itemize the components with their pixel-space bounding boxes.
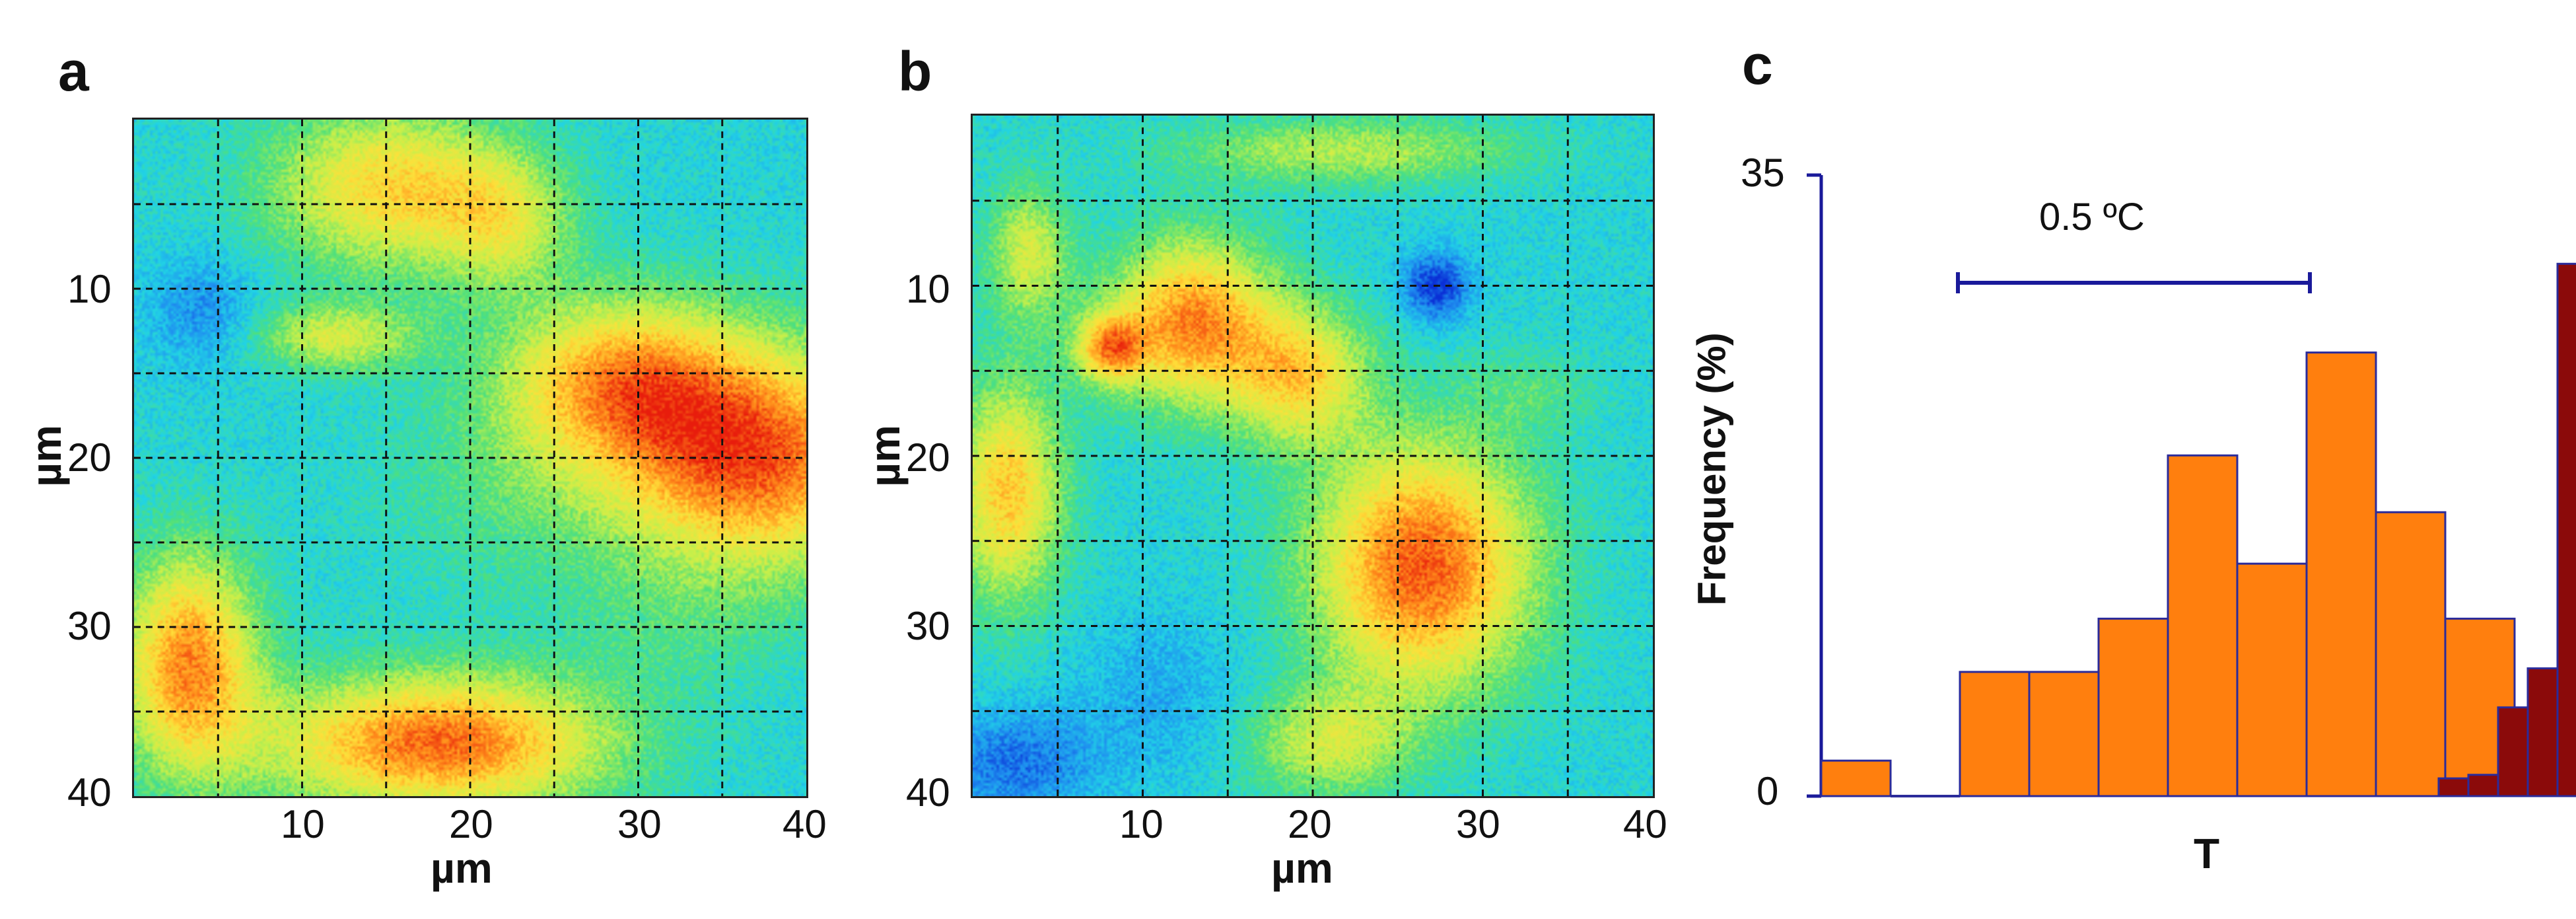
panel-label-a: a xyxy=(58,40,89,102)
histogram-bar-dark xyxy=(2556,262,2576,797)
a-ytick-30: 30 xyxy=(67,604,112,648)
histogram-bar-dark xyxy=(2437,777,2470,797)
b-xtick-10: 10 xyxy=(1119,802,1164,846)
histogram-bar-dark xyxy=(2497,706,2529,797)
b-xtick-40: 40 xyxy=(1623,802,1667,846)
a-ytick-40: 40 xyxy=(67,770,112,815)
histogram-bar xyxy=(2375,511,2447,797)
a-ytick-10: 10 xyxy=(67,267,112,311)
histogram-bar xyxy=(2167,454,2239,797)
b-xtick-20: 20 xyxy=(1288,802,1332,846)
c-xlabel: T xyxy=(2194,830,2220,877)
a-xtick-10: 10 xyxy=(281,802,325,846)
c-ytick-35: 35 xyxy=(1741,151,1785,195)
heatmap-b xyxy=(971,114,1655,798)
a-xtick-30: 30 xyxy=(617,802,662,846)
histogram-bar xyxy=(1820,759,1892,797)
histogram-bar xyxy=(2236,562,2308,797)
c-ytick-0: 0 xyxy=(1757,769,1779,813)
histogram-bar xyxy=(1959,671,2031,797)
b-ylabel: µm xyxy=(860,425,909,487)
a-xtick-20: 20 xyxy=(449,802,493,846)
b-ytick-40: 40 xyxy=(906,770,950,815)
heatmap-a xyxy=(132,118,808,798)
b-ytick-10: 10 xyxy=(906,267,950,311)
histogram-bar xyxy=(2028,671,2100,797)
heatmap-b-image xyxy=(973,116,1653,796)
b-ytick-20: 20 xyxy=(906,435,950,480)
a-xlabel: µm xyxy=(431,844,493,892)
histogram-bar-dark xyxy=(2467,774,2499,797)
histogram-bar xyxy=(2305,351,2377,797)
b-ytick-30: 30 xyxy=(906,604,950,648)
c-annotation-scale: 0.5 ºC xyxy=(2039,196,2145,239)
a-xtick-40: 40 xyxy=(783,802,827,846)
histogram-bar xyxy=(2097,617,2169,797)
heatmap-b-grid xyxy=(973,116,1653,796)
histogram-bar-dark xyxy=(2526,667,2559,797)
heatmap-a-grid xyxy=(134,120,806,796)
b-xlabel: µm xyxy=(1271,844,1333,892)
b-xtick-30: 30 xyxy=(1456,802,1500,846)
panel-label-b: b xyxy=(898,40,932,102)
panel-label-c: c xyxy=(1742,34,1773,96)
a-ytick-20: 20 xyxy=(67,435,112,480)
histogram-c xyxy=(1807,173,2576,798)
c-ylabel: Frequency (%) xyxy=(1689,332,1734,606)
a-ylabel: µm xyxy=(22,425,70,487)
